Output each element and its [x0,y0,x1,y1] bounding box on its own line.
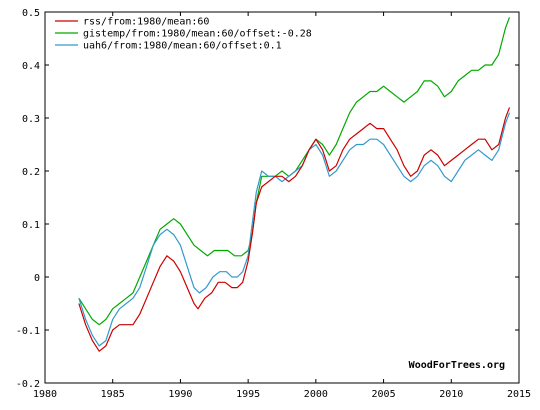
y-tick-label: 0.2 [22,167,40,178]
legend-label-2: uah6/from:1980/mean:60/offset:0.1 [83,41,282,52]
y-tick-label: -0.1 [16,326,40,337]
y-tick-label: -0.2 [16,379,40,390]
legend: rss/from:1980/mean:60gistemp/from:1980/m… [55,17,312,52]
legend-label-1: gistemp/from:1980/mean:60/offset:-0.28 [83,29,312,40]
y-tick-label: 0.3 [22,114,40,125]
x-tick-label: 1980 [33,389,57,400]
y-tick-label: 0.4 [22,61,40,72]
y-tick-label: 0 [34,273,40,284]
x-tick-label: 1985 [101,389,125,400]
legend-label-0: rss/from:1980/mean:60 [83,17,209,28]
x-tick-label: 1995 [236,389,260,400]
x-tick-label: 2000 [304,389,328,400]
axes: 1980 1985 1990 1995 2000 2005 2010 2015 -0.2 -0.1… [16,8,531,400]
credit-text: WoodForTrees.org [409,360,505,371]
x-tick-label: 2015 [507,389,531,400]
series-group [78,17,511,352]
plot-area [44,11,520,384]
x-tick-label: 1990 [168,389,192,400]
series-line-0 [78,107,511,352]
y-tick-label: 0.5 [22,8,40,19]
y-tick-label: 0.1 [22,220,40,231]
x-tick-label: 2010 [439,389,463,400]
series-line-2 [78,112,511,347]
x-tick-label: 2005 [372,389,396,400]
